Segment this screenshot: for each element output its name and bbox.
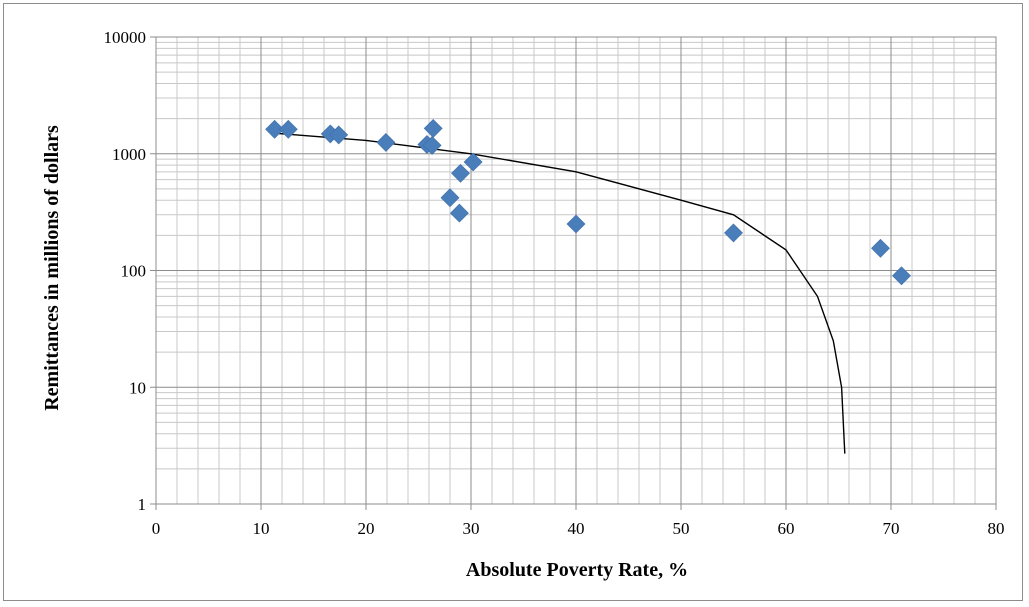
y-axis-title: Remittances in millions of dollars	[41, 125, 63, 411]
data-point	[892, 266, 911, 286]
x-tick-label: 60	[778, 519, 795, 538]
y-tick-label: 1	[138, 495, 147, 514]
data-point	[265, 119, 285, 139]
data-points	[265, 118, 911, 286]
data-point	[451, 163, 470, 183]
y-tick-label: 10000	[104, 28, 147, 47]
data-point	[724, 223, 743, 243]
data-point	[449, 203, 469, 223]
y-tick-label: 100	[121, 262, 147, 281]
data-point	[329, 125, 349, 145]
data-point	[376, 132, 396, 152]
data-point	[871, 238, 890, 258]
x-tick-label: 10	[253, 519, 270, 538]
data-point	[440, 188, 460, 208]
x-tick-label: 80	[988, 519, 1005, 538]
x-tick-labels: 0 10 20 30 40 50 60 70 80	[152, 504, 1005, 538]
x-axis-title: Absolute Poverty Rate, %	[466, 559, 688, 581]
x-tick-label: 30	[463, 519, 480, 538]
y-tick-label: 1000	[112, 145, 146, 164]
data-point	[463, 152, 483, 172]
x-tick-label: 0	[152, 519, 161, 538]
x-tick-label: 40	[568, 519, 585, 538]
data-point	[422, 135, 442, 155]
y-tick-label: 10	[129, 378, 146, 397]
data-point	[278, 119, 298, 139]
y-tick-labels: 1 10 100 1000 10000	[104, 28, 156, 514]
data-point	[423, 118, 443, 138]
x-tick-label: 50	[673, 519, 690, 538]
data-point	[566, 214, 586, 234]
x-tick-label: 70	[883, 519, 900, 538]
x-tick-label: 20	[358, 519, 375, 538]
